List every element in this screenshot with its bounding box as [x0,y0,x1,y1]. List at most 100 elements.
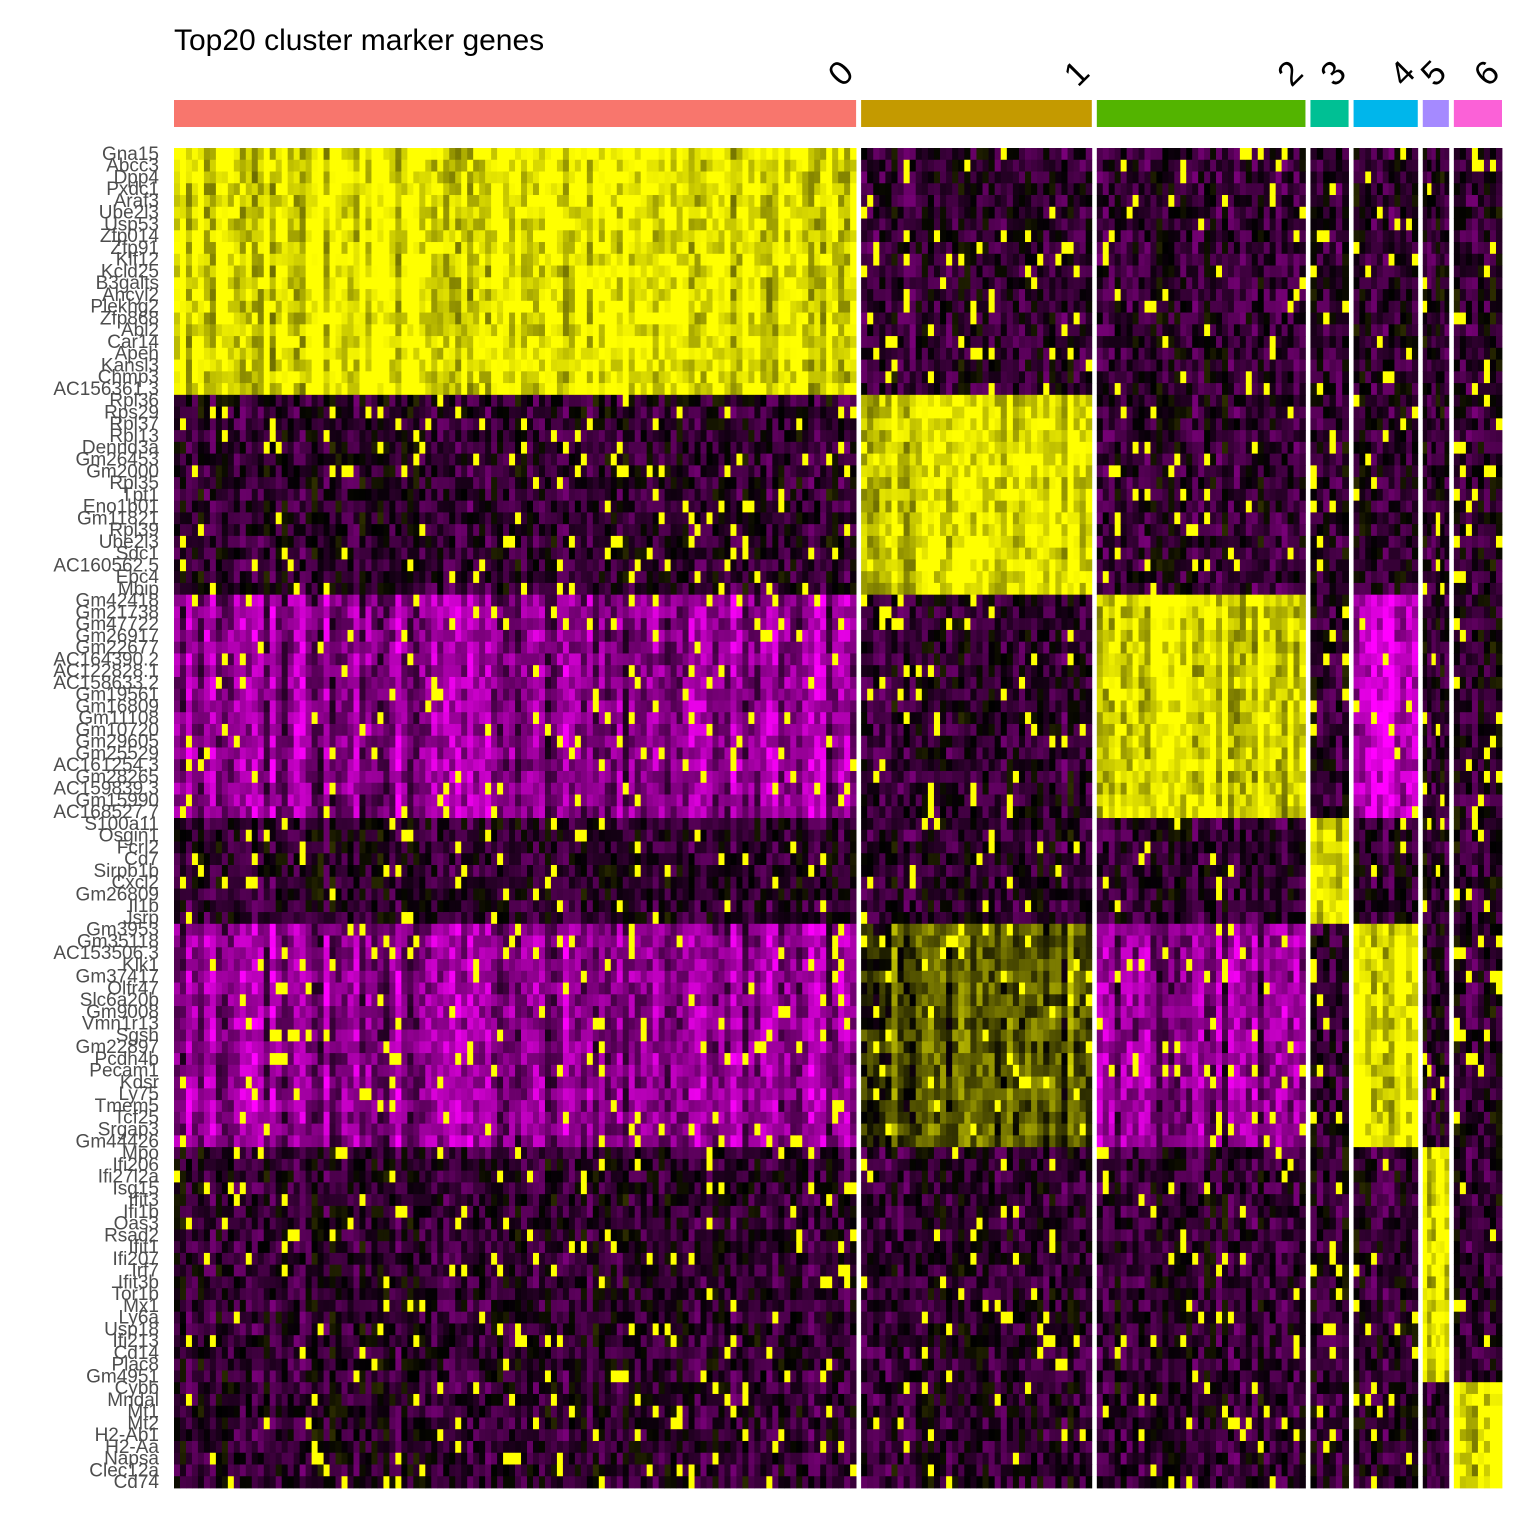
heatmap-cell [269,300,277,313]
heatmap-cell [263,500,271,513]
heatmap-cell [269,806,277,819]
heatmap-cell [293,418,301,431]
heatmap-cell [341,441,348,455]
heatmap-cell [299,465,307,478]
heatmap-cell [329,841,336,854]
heatmap-cell [275,912,283,925]
heatmap-cell [365,1429,372,1442]
heatmap-cell [419,1299,426,1313]
heatmap-cell [299,853,307,866]
heatmap-cell [299,1006,307,1019]
heatmap-cell [263,1346,271,1360]
heatmap-cell [251,1053,259,1066]
heatmap-cell [191,253,199,266]
heatmap-cell [371,935,378,948]
heatmap-cell [251,712,259,725]
heatmap-cell [383,641,390,654]
heatmap-cell [257,171,265,184]
heatmap-cell [335,1147,342,1160]
heatmap-cell [317,853,324,866]
heatmap-cell [317,1382,324,1395]
heatmap-cell [275,277,283,290]
heatmap-cell [281,477,289,490]
heatmap-cell [419,1217,426,1230]
heatmap-cell [191,1429,199,1442]
heatmap-cell [431,1041,438,1054]
heatmap-cell [419,406,426,419]
heatmap-cell [185,994,193,1007]
heatmap-cell [281,959,289,972]
heatmap-cell [299,770,307,784]
heatmap-cell [293,406,301,419]
heatmap-cell [335,1135,342,1148]
heatmap-cell [239,1147,247,1160]
heatmap-cell [257,1017,265,1030]
heatmap-cell [227,982,235,995]
heatmap-cell [413,1323,420,1336]
heatmap-cell [335,923,342,936]
heatmap-cell [431,500,438,513]
heatmap-cell [401,1429,408,1442]
heatmap-cell [311,994,318,1007]
heatmap-cell [185,629,193,643]
heatmap-cell [221,947,229,960]
heatmap-cell [425,477,432,490]
heatmap-cell [413,430,420,443]
heatmap-cell [347,1323,354,1336]
heatmap-cell [197,253,205,266]
heatmap-cell [197,723,205,737]
heatmap-cell [425,547,432,560]
heatmap-cell [389,1100,396,1113]
heatmap-cell [305,1111,313,1125]
heatmap-cell [263,206,271,219]
heatmap-cell [257,888,265,901]
heatmap-cell [174,1370,181,1383]
heatmap-cell [341,1335,348,1348]
heatmap-cell [203,912,211,925]
heatmap-cell [215,1135,223,1148]
heatmap-cell [407,841,414,854]
heatmap-cell [317,876,324,889]
heatmap-cell [299,535,307,549]
heatmap-cell [353,653,360,666]
heatmap-cell [311,782,318,795]
heatmap-cell [323,829,330,842]
heatmap-cell [179,559,187,572]
heatmap-cell [371,970,378,983]
heatmap-cell [371,923,378,936]
heatmap-cell [209,865,217,878]
heatmap-cell [299,488,307,502]
heatmap-cell [389,1088,396,1101]
heatmap-cell [335,347,342,360]
heatmap-cell [341,1264,348,1277]
heatmap-cell [239,312,247,325]
heatmap-cell [263,383,271,396]
heatmap-cell [389,453,396,466]
heatmap-cell [329,1323,336,1336]
heatmap-cell [431,1029,438,1042]
heatmap-cell [174,841,181,854]
heatmap-cell [407,347,414,360]
heatmap-cell [383,512,390,525]
heatmap-cell [341,347,348,360]
heatmap-cell [365,782,372,795]
heatmap-cell [419,1393,426,1407]
heatmap-cell [377,300,384,313]
heatmap-cell [419,218,426,231]
heatmap-cell [287,1346,295,1360]
heatmap-cell [365,1241,372,1254]
heatmap-cell [425,1041,432,1054]
heatmap-cell [191,1370,199,1383]
heatmap-cell [359,1088,366,1101]
heatmap-cell [329,336,336,349]
heatmap-cell [353,1241,360,1254]
heatmap-cell [365,1299,372,1313]
heatmap-cell [257,265,265,278]
heatmap-cell [323,1076,330,1089]
heatmap-cell [233,1135,241,1148]
heatmap-cell [395,629,402,643]
heatmap-cell [281,688,289,701]
heatmap-cell [179,1217,187,1230]
heatmap-cell [185,1393,193,1407]
heatmap-cell [257,818,265,831]
